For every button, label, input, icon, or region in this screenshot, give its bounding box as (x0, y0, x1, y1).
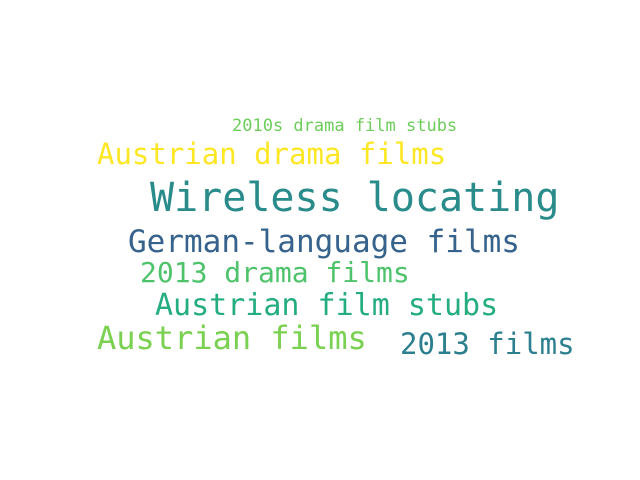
word-austrian-film-stubs: Austrian film stubs (155, 288, 499, 323)
word-2013-films: 2013 films (400, 327, 575, 361)
word-german-language-films: German-language films (128, 224, 520, 260)
word-austrian-films: Austrian films (97, 319, 367, 357)
word-2013-drama-films: 2013 drama films (140, 256, 410, 289)
word-austrian-drama-films: Austrian drama films (97, 137, 447, 171)
word-wireless-locating: Wireless locating (150, 175, 560, 221)
word-2010s-drama-film-stubs: 2010s drama film stubs (232, 116, 458, 136)
